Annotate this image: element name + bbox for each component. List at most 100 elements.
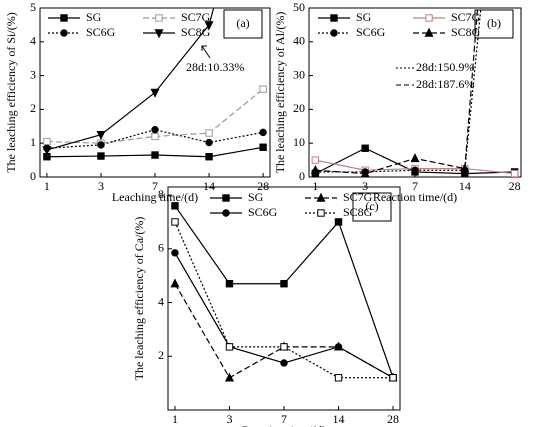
legend-label: SC8G [343, 205, 373, 219]
legend-label: SG [248, 190, 264, 204]
marker [205, 153, 213, 161]
y-tick-label: 3 [30, 67, 36, 81]
marker [204, 21, 214, 31]
marker [425, 14, 433, 22]
marker [360, 168, 370, 177]
marker [171, 249, 179, 257]
marker [43, 137, 51, 146]
marker [334, 343, 343, 351]
legend-label: SC7G [181, 10, 211, 24]
marker [154, 29, 164, 39]
x-tick-label: 7 [152, 179, 158, 193]
legend-label: SC7G [451, 10, 481, 24]
x-tick-label: 3 [98, 179, 104, 193]
x-tick-label: 14 [203, 179, 215, 193]
legend-label: SC8G [181, 25, 211, 39]
marker [280, 343, 288, 351]
y-tick-label: 20 [293, 101, 305, 115]
marker [205, 129, 213, 137]
x-tick-label: 1 [312, 179, 318, 193]
x-axis-label: Reaction time/(d) [242, 423, 326, 427]
y-tick-label: 4 [30, 34, 36, 48]
legend-label: SG [356, 10, 372, 24]
marker [311, 156, 320, 164]
marker [510, 169, 519, 177]
legend-label: SC6G [86, 25, 116, 39]
marker [60, 29, 68, 37]
marker [259, 128, 267, 137]
annotation: 28d:150.9% [416, 60, 474, 74]
marker [334, 374, 343, 382]
marker [330, 14, 338, 22]
marker [171, 202, 179, 210]
x-tick-label: 14 [459, 179, 471, 193]
marker [222, 194, 230, 202]
marker [151, 125, 159, 134]
y-tick-label: 2 [30, 101, 36, 115]
marker [155, 14, 163, 22]
y-tick-label: 5 [30, 0, 36, 14]
y-tick-label: 0 [299, 169, 305, 183]
series-line [174, 205, 394, 378]
y-tick-label: 2 [158, 348, 164, 362]
panel-label-box [352, 192, 392, 222]
x-tick-label: 7 [412, 179, 418, 193]
x-tick-label: 1 [44, 179, 50, 193]
x-tick-label: 3 [362, 179, 368, 193]
x-tick-label: 3 [226, 412, 232, 426]
legend-label: SC6G [248, 205, 278, 219]
marker [259, 143, 267, 151]
legend-label: SC8G [451, 25, 481, 39]
y-tick-label: 0 [30, 169, 36, 183]
y-tick-label: 1 [30, 135, 36, 149]
annotation: 28d:10.33% [186, 60, 244, 74]
x-tick-label: 1 [172, 412, 178, 426]
marker [389, 374, 397, 382]
marker [460, 163, 470, 173]
plot-area [42, 8, 267, 161]
marker [151, 151, 159, 159]
legend-label: SC6G [356, 25, 386, 39]
marker [205, 138, 213, 147]
marker [224, 372, 234, 382]
y-axis-label: The leaching efficiency of Si/(%) [4, 12, 18, 172]
y-tick-label: 50 [293, 0, 305, 14]
plot-area [310, 8, 519, 177]
panel-label: (b) [487, 16, 501, 30]
marker [361, 144, 369, 152]
marker [225, 343, 234, 351]
x-tick-label: 28 [257, 179, 269, 193]
marker [334, 218, 343, 226]
marker [60, 14, 68, 22]
marker [316, 192, 326, 202]
x-tick-label: 28 [387, 412, 399, 426]
series-line [315, 8, 479, 175]
legend-label: SG [86, 10, 102, 24]
annotation: 28d:187.6% [416, 77, 474, 91]
panel-label: (c) [365, 199, 378, 213]
marker [97, 141, 105, 149]
x-axis-label: Leaching time/(d) [112, 190, 198, 204]
series-line [174, 221, 394, 379]
marker [280, 359, 288, 367]
marker [280, 280, 288, 288]
annotation-arrow-head [201, 45, 207, 51]
x-tick-label: 7 [281, 412, 287, 426]
panel-label: (a) [236, 16, 249, 30]
annotation-arrow [201, 45, 211, 59]
marker [151, 132, 159, 141]
marker [42, 146, 52, 156]
x-axis-label: Reaction time/(d) [373, 190, 457, 204]
marker [97, 152, 105, 160]
y-tick-label: 30 [293, 67, 305, 81]
y-tick-label: 6 [158, 241, 164, 255]
marker [317, 209, 325, 217]
marker [259, 85, 267, 93]
y-axis-label: The leaching efficiency of Ca/(%) [132, 217, 146, 381]
y-tick-label: 8 [158, 187, 164, 201]
series-line [174, 252, 394, 379]
y-tick-label: 10 [293, 135, 305, 149]
marker [411, 166, 419, 174]
marker [330, 29, 338, 37]
